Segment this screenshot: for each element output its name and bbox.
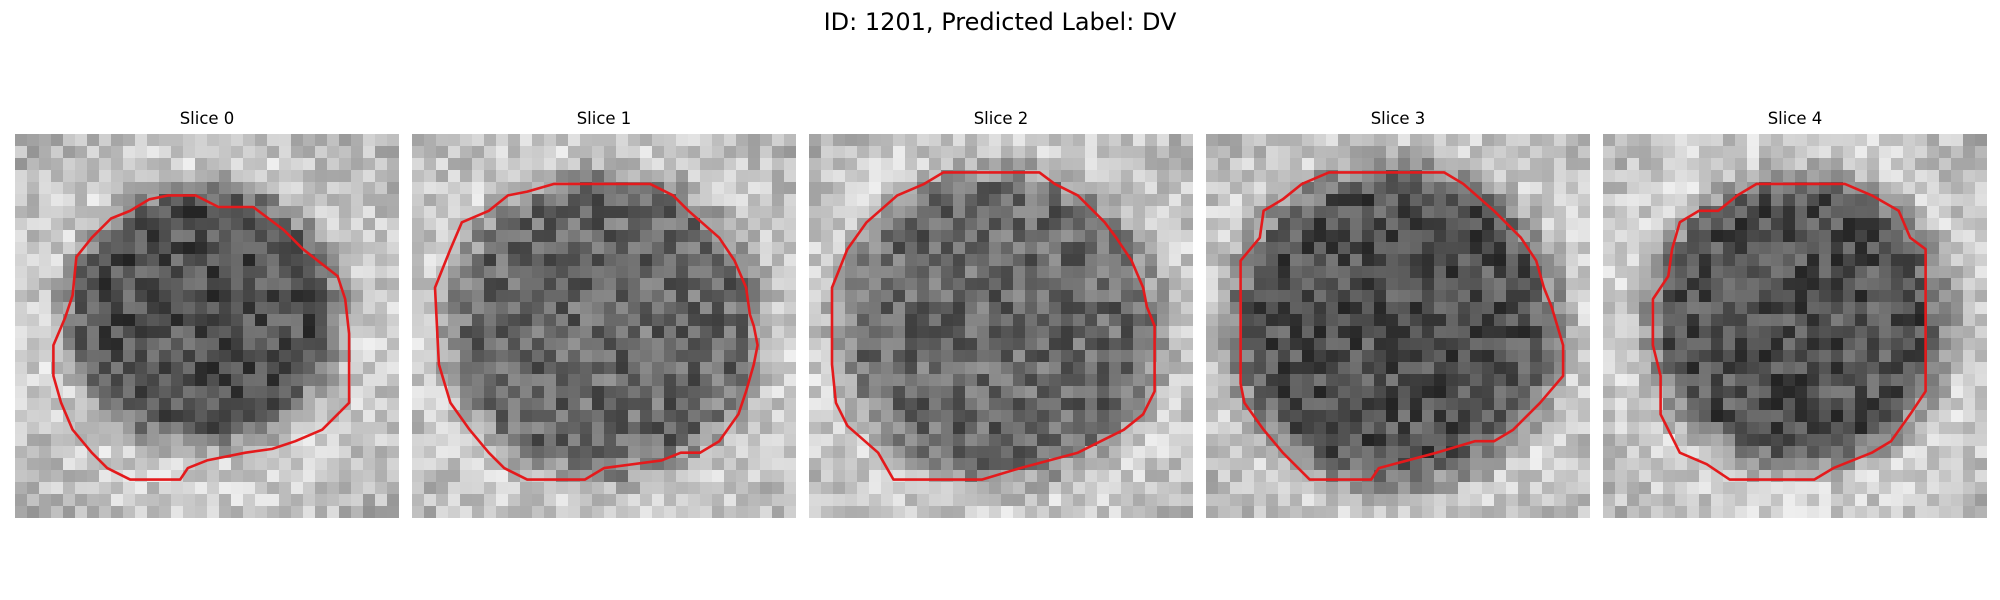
segmentation-contour [433, 182, 759, 481]
segmentation-contour [1651, 182, 1927, 481]
slice-image [1206, 134, 1590, 518]
slice-panel-2: Slice 2 [809, 108, 1193, 518]
slice-image [15, 134, 399, 518]
slice-title: Slice 2 [973, 109, 1029, 128]
slice-panel-4: Slice 4 [1603, 108, 1987, 518]
slice-panel-3: Slice 3 [1206, 108, 1590, 518]
slice-title: Slice 4 [1767, 109, 1823, 128]
slice-title: Slice 0 [179, 109, 235, 128]
slice-panel-1: Slice 1 [412, 108, 796, 518]
slice-panel-0: Slice 0 [15, 108, 399, 518]
figure-title: ID: 1201, Predicted Label: DV [823, 8, 1177, 36]
slice-title: Slice 1 [576, 109, 632, 128]
slice-image [1603, 134, 1987, 518]
segmentation-contour [52, 194, 351, 481]
slice-image [809, 134, 1193, 518]
slice-title: Slice 3 [1370, 109, 1426, 128]
segmentation-contour [1239, 171, 1565, 481]
slice-image [412, 134, 796, 518]
segmentation-contour [830, 171, 1156, 481]
